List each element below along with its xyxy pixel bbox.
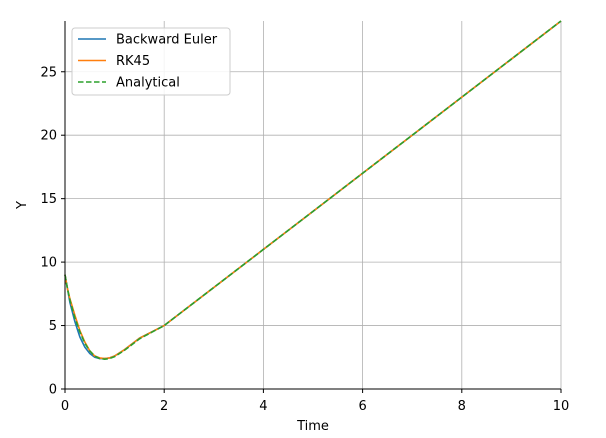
- y-tick-label: 15: [40, 192, 57, 207]
- legend-box: [71, 27, 231, 96]
- x-tick-label: 4: [259, 399, 267, 414]
- series-lines: [64, 20, 562, 360]
- x-tick-label: 8: [458, 399, 466, 414]
- legend: Backward Euler RK45 Analytical: [71, 27, 231, 96]
- x-tick-label: 2: [160, 399, 168, 414]
- y-tick-label: 0: [49, 383, 57, 398]
- legend-label-rk45: RK45: [116, 54, 150, 69]
- axes: [64, 21, 561, 390]
- y-tick-label: 5: [49, 319, 57, 334]
- y-axis-label: Y: [15, 201, 30, 210]
- x-tick-label: 10: [553, 399, 570, 414]
- x-tick-label: 0: [61, 399, 69, 414]
- y-tick-label: 10: [40, 256, 57, 271]
- series-line-analytical: [64, 20, 562, 360]
- y-tick-label: 20: [40, 129, 57, 144]
- ticks: 0 2 4 6 8 10 0 5 10 15 20 25: [40, 65, 569, 414]
- y-tick-label: 25: [40, 65, 57, 80]
- x-tick-label: 6: [358, 399, 366, 414]
- x-axis-label: Time: [296, 419, 329, 434]
- legend-label-backward-euler: Backward Euler: [116, 33, 218, 48]
- legend-label-analytical: Analytical: [116, 76, 180, 91]
